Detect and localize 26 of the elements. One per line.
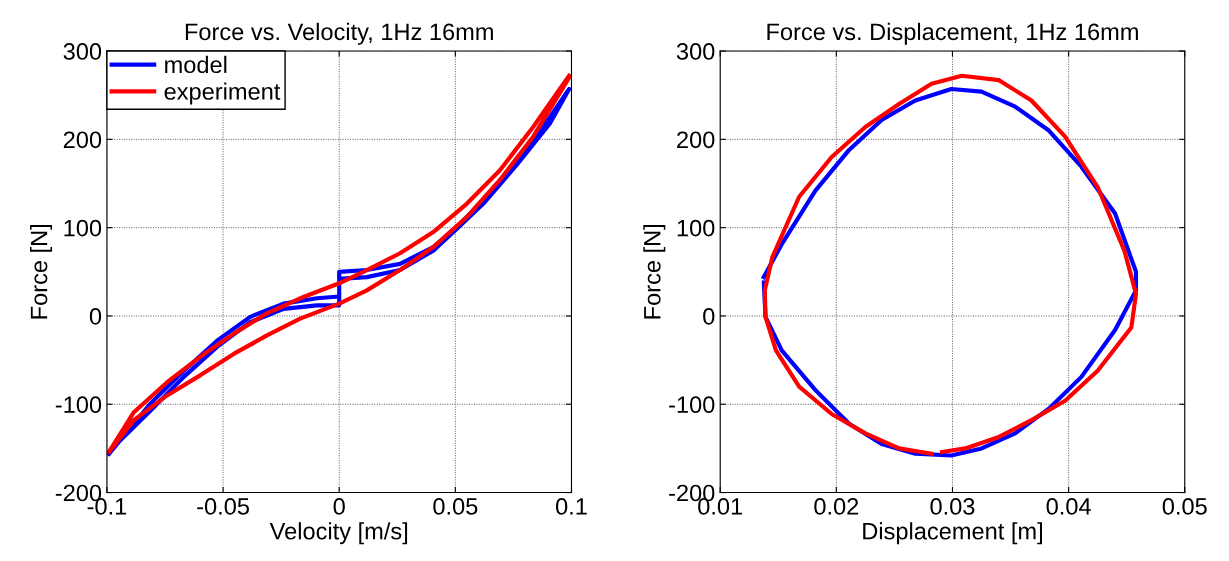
y-tick-label: 100: [677, 219, 715, 237]
x-tick-label: 0.05: [1162, 498, 1207, 515]
x-axis-title: Velocity [m/s]: [269, 522, 408, 545]
y-tick-label: 200: [63, 131, 102, 149]
y-tick-label: -100: [669, 396, 715, 414]
y-tick-label: 200: [677, 131, 715, 149]
y-tick-label: 100: [64, 219, 102, 237]
chart-title: Force vs. Displacement, 1Hz 16mm: [767, 22, 1138, 45]
y-tick-label: 0: [703, 308, 715, 325]
chart-title: Force vs. Velocity, 1Hz 16mm: [185, 22, 493, 45]
x-axis-title: Displacement [m]: [863, 522, 1042, 545]
legend-label: model: [165, 55, 227, 74]
legend-label: experiment: [164, 82, 281, 105]
y-tick-label: 300: [676, 43, 715, 60]
x-tick-label: 0.05: [433, 498, 478, 515]
x-tick-label: -0.05: [197, 498, 249, 515]
y-axis-title: Force [N]: [30, 224, 53, 319]
x-tick-label: 0.03: [930, 498, 975, 515]
y-tick-label: -100: [55, 396, 102, 414]
x-tick-label: 0.04: [1046, 498, 1091, 515]
x-tick-label: 0.1: [556, 498, 587, 515]
y-tick-label: 300: [63, 43, 102, 60]
x-tick-label: 0: [333, 498, 345, 515]
x-tick-label: 0.02: [814, 498, 859, 515]
y-tick-label: 0: [89, 308, 102, 325]
y-axis-title: Force [N]: [643, 224, 666, 319]
